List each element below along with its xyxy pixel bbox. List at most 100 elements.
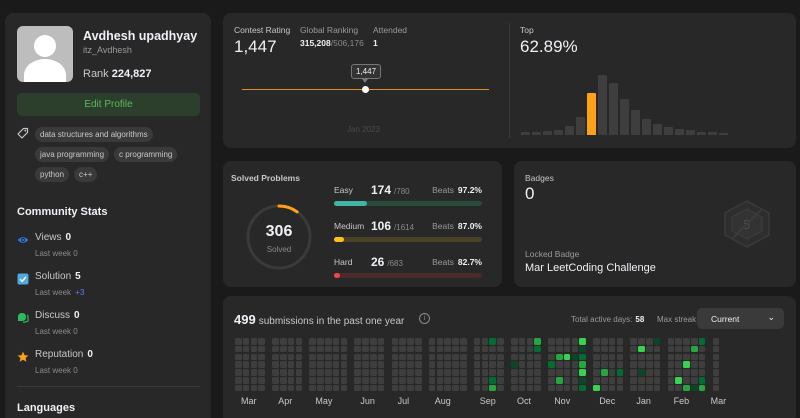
heatmap-cell[interactable] — [571, 353, 579, 361]
heatmap-cell[interactable] — [638, 338, 645, 345]
heatmap-cell[interactable] — [698, 353, 706, 361]
heatmap-cell[interactable] — [489, 361, 496, 368]
avatar[interactable] — [17, 26, 73, 82]
heatmap-cell[interactable] — [579, 338, 586, 345]
heatmap-cell[interactable] — [362, 353, 369, 361]
heatmap-cell[interactable] — [309, 338, 316, 345]
heatmap-cell[interactable] — [571, 361, 579, 368]
heatmap-cell[interactable] — [473, 345, 481, 353]
heatmap-cell[interactable] — [370, 361, 377, 368]
heatmap-cell[interactable] — [556, 377, 563, 384]
heatmap-cell[interactable] — [601, 345, 608, 353]
heatmap-cell[interactable] — [630, 345, 637, 353]
heatmap-cell[interactable] — [272, 377, 279, 384]
heatmap-cell[interactable] — [563, 369, 571, 376]
heatmap-cell[interactable] — [481, 361, 489, 368]
heatmap-cell[interactable] — [630, 361, 637, 368]
heatmap-cell[interactable] — [556, 384, 563, 392]
heatmap-cell[interactable] — [489, 384, 496, 392]
heatmap-cell[interactable] — [317, 338, 324, 345]
heatmap-cell[interactable] — [489, 369, 496, 376]
heatmap-cell[interactable] — [683, 369, 690, 376]
heatmap-cell[interactable] — [325, 384, 332, 392]
heatmap-cell[interactable] — [481, 384, 489, 392]
heatmap-cell[interactable] — [354, 353, 361, 361]
heatmap-cell[interactable] — [287, 361, 295, 368]
heatmap-cell[interactable] — [377, 369, 385, 376]
heatmap-cell[interactable] — [638, 369, 645, 376]
heatmap-cell[interactable] — [377, 338, 385, 345]
heatmap-cell[interactable] — [497, 353, 504, 361]
heatmap-cell[interactable] — [242, 361, 250, 368]
heatmap-cell[interactable] — [473, 353, 481, 361]
heatmap-cell[interactable] — [242, 353, 250, 361]
heatmap-cell[interactable] — [497, 384, 504, 392]
heatmap-cell[interactable] — [601, 369, 608, 376]
heatmap-cell[interactable] — [712, 369, 720, 376]
heatmap-cell[interactable] — [630, 338, 637, 345]
heatmap-cell[interactable] — [653, 369, 661, 376]
heatmap-cell[interactable] — [235, 377, 242, 384]
heatmap-cell[interactable] — [616, 369, 624, 376]
difficulty-easy[interactable]: Easy 174/780 Beats 97.2% — [334, 183, 482, 213]
heatmap-cell[interactable] — [593, 361, 600, 368]
heatmap-cell[interactable] — [444, 353, 451, 361]
heatmap-cell[interactable] — [340, 369, 348, 376]
heatmap-cell[interactable] — [452, 345, 459, 353]
heatmap-cell[interactable] — [444, 369, 451, 376]
heatmap-cell[interactable] — [407, 377, 414, 384]
heatmap-cell[interactable] — [391, 384, 399, 392]
heatmap-cell[interactable] — [667, 353, 675, 361]
heatmap-cell[interactable] — [489, 353, 496, 361]
heatmap-cell[interactable] — [608, 384, 616, 392]
heatmap-cell[interactable] — [407, 369, 414, 376]
heatmap-cell[interactable] — [362, 345, 369, 353]
heatmap-cell[interactable] — [526, 377, 534, 384]
heatmap-cell[interactable] — [646, 353, 653, 361]
heatmap-cell[interactable] — [317, 384, 324, 392]
heatmap-cell[interactable] — [646, 361, 653, 368]
heatmap-cell[interactable] — [399, 384, 406, 392]
heatmap-cell[interactable] — [452, 361, 459, 368]
heatmap-cell[interactable] — [391, 377, 399, 384]
heatmap-cell[interactable] — [436, 345, 444, 353]
difficulty-hard[interactable]: Hard 26/683 Beats 82.7% — [334, 255, 482, 285]
heatmap-cell[interactable] — [309, 353, 316, 361]
heatmap-cell[interactable] — [481, 377, 489, 384]
heatmap-cell[interactable] — [460, 353, 467, 361]
heatmap-cell[interactable] — [295, 384, 303, 392]
heatmap-cell[interactable] — [295, 377, 303, 384]
heatmap-cell[interactable] — [579, 345, 586, 353]
heatmap-cell[interactable] — [630, 377, 637, 384]
locked-badge-icon[interactable]: 5 — [719, 198, 775, 250]
heatmap-cell[interactable] — [556, 361, 563, 368]
rating-point[interactable] — [362, 86, 369, 93]
heatmap-cell[interactable] — [415, 361, 422, 368]
heatmap-cell[interactable] — [473, 369, 481, 376]
heatmap-cell[interactable] — [675, 338, 682, 345]
heatmap-cell[interactable] — [638, 377, 645, 384]
heatmap-cell[interactable] — [250, 338, 258, 345]
heatmap-cell[interactable] — [534, 361, 541, 368]
heatmap-cell[interactable] — [295, 361, 303, 368]
heatmap-cell[interactable] — [354, 345, 361, 353]
heatmap-cell[interactable] — [638, 345, 645, 353]
heatmap-cell[interactable] — [712, 377, 720, 384]
heatmap-cell[interactable] — [683, 377, 690, 384]
heatmap-cell[interactable] — [391, 369, 399, 376]
heatmap-cell[interactable] — [370, 369, 377, 376]
heatmap-cell[interactable] — [563, 338, 571, 345]
heatmap-cell[interactable] — [563, 384, 571, 392]
heatmap-cell[interactable] — [534, 384, 541, 392]
heatmap-cell[interactable] — [362, 384, 369, 392]
heatmap-cell[interactable] — [309, 384, 316, 392]
heatmap-cell[interactable] — [638, 353, 645, 361]
difficulty-medium[interactable]: Medium 106/1614 Beats 87.0% — [334, 219, 482, 249]
heatmap-cell[interactable] — [325, 377, 332, 384]
heatmap-cell[interactable] — [534, 377, 541, 384]
heatmap-cell[interactable] — [325, 361, 332, 368]
heatmap-cell[interactable] — [415, 353, 422, 361]
heatmap-cell[interactable] — [340, 338, 348, 345]
heatmap-cell[interactable] — [235, 353, 242, 361]
heatmap-cell[interactable] — [683, 338, 690, 345]
